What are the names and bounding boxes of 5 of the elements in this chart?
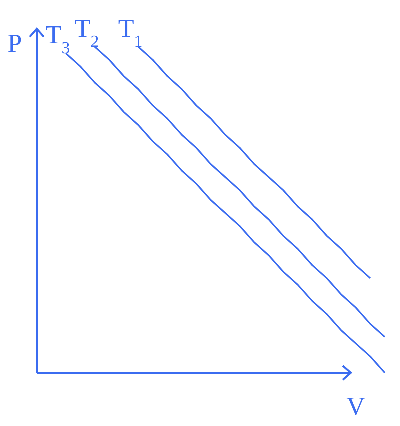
series-label: T$_{1}$ (118, 14, 143, 50)
legend-label: T$_{3}$ (46, 20, 70, 58)
series-label: T$_{2}$ (74, 14, 100, 50)
x-axis-title: V (346, 392, 366, 421)
y-axis-title: P (8, 29, 22, 58)
